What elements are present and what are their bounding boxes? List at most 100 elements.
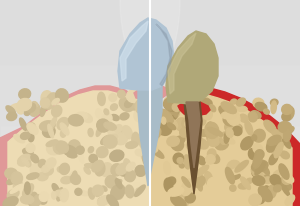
Bar [0,10,300,11]
Bar [0,87,300,88]
Ellipse shape [282,174,291,184]
Ellipse shape [97,147,108,158]
Ellipse shape [167,177,176,185]
Bar [0,54,300,55]
Bar [0,175,300,176]
Polygon shape [150,88,300,206]
Ellipse shape [88,147,94,153]
Bar [0,158,300,159]
Bar [0,77,300,78]
Ellipse shape [104,122,116,130]
Ellipse shape [30,163,44,177]
Bar [0,171,300,172]
Ellipse shape [230,185,236,191]
Bar [0,2,300,3]
Bar [0,34,300,35]
Bar [0,137,300,138]
Ellipse shape [157,121,172,135]
Ellipse shape [182,102,195,113]
Bar [0,79,300,80]
Ellipse shape [17,109,23,114]
Bar [0,15,300,16]
Bar [0,125,300,126]
Ellipse shape [75,188,82,195]
Ellipse shape [266,138,278,152]
Ellipse shape [126,171,136,182]
Bar [0,112,300,113]
Bar [0,28,300,29]
Ellipse shape [205,122,219,138]
Bar [0,102,300,103]
Ellipse shape [22,148,33,155]
Bar [0,204,300,205]
Ellipse shape [28,134,34,142]
Bar [0,43,300,44]
Bar [0,115,300,116]
Ellipse shape [27,123,38,134]
Ellipse shape [175,118,188,131]
Bar [0,133,300,134]
Ellipse shape [116,179,122,188]
Bar [0,189,300,190]
Ellipse shape [167,136,179,146]
Ellipse shape [171,195,186,206]
Ellipse shape [253,151,262,168]
Ellipse shape [10,184,23,193]
Ellipse shape [207,132,217,144]
Ellipse shape [285,195,295,205]
Bar [0,37,300,38]
Bar [0,24,300,25]
Ellipse shape [255,102,267,111]
Bar [0,29,300,30]
Bar [0,35,300,36]
Bar [0,183,300,184]
Bar [0,140,300,141]
Ellipse shape [258,162,269,174]
Bar [0,154,300,155]
Bar [0,169,300,170]
Ellipse shape [164,178,173,192]
Bar [0,176,300,177]
Ellipse shape [92,160,103,172]
Bar [0,42,300,43]
Ellipse shape [98,92,105,105]
Ellipse shape [180,128,189,137]
Bar [0,52,300,53]
Circle shape [0,0,180,180]
Ellipse shape [46,93,56,107]
Ellipse shape [228,123,240,131]
Ellipse shape [175,109,179,115]
Ellipse shape [81,113,92,123]
Ellipse shape [220,132,230,144]
Ellipse shape [197,156,205,165]
Bar [0,109,300,110]
Ellipse shape [132,132,139,146]
Ellipse shape [92,185,104,196]
Polygon shape [118,18,174,90]
Ellipse shape [50,95,58,103]
Ellipse shape [255,150,264,159]
Bar [0,135,300,136]
Ellipse shape [25,182,30,194]
Ellipse shape [122,126,132,139]
Ellipse shape [136,188,141,193]
Bar [0,107,300,108]
Ellipse shape [184,122,189,127]
Bar [0,179,300,180]
Bar [0,61,300,62]
Ellipse shape [219,106,231,118]
Ellipse shape [114,133,127,145]
Ellipse shape [44,166,53,175]
Ellipse shape [28,192,38,206]
Ellipse shape [22,184,34,197]
Bar [0,26,300,27]
Ellipse shape [85,164,96,168]
Bar [0,99,300,100]
Bar [0,141,300,142]
Bar [0,27,300,28]
Ellipse shape [27,173,39,179]
Bar [0,111,300,112]
Polygon shape [186,102,200,168]
Bar [0,3,300,4]
Ellipse shape [88,188,94,199]
